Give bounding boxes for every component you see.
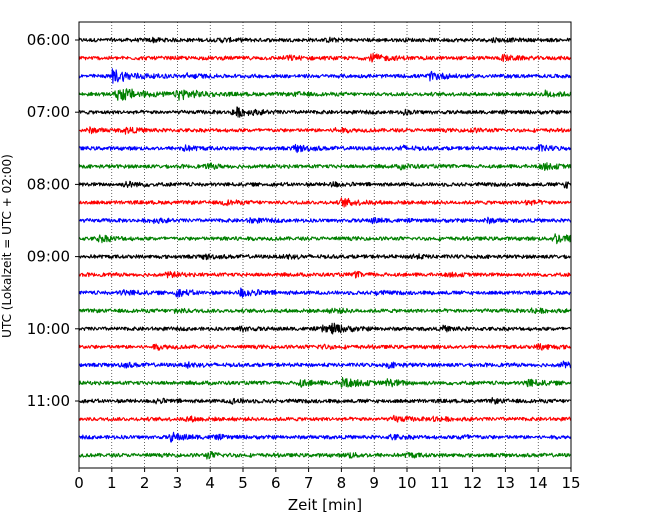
x-tick-label: 2 (140, 474, 150, 492)
x-tick-label: 6 (271, 474, 281, 492)
trace-0930 (78, 287, 572, 298)
seismic-traces (78, 36, 572, 460)
x-tick-label: 14 (529, 474, 548, 492)
trace-1000 (78, 322, 572, 335)
y-tick-label: 07:00 (27, 103, 70, 121)
x-tick-label: 12 (463, 474, 482, 492)
trace-0800 (78, 180, 572, 189)
x-tick-label: 15 (561, 474, 580, 492)
trace-0845 (78, 233, 572, 245)
trace-0600 (78, 36, 572, 44)
trace-0700 (78, 106, 572, 118)
trace-0745 (78, 162, 572, 171)
x-tick-label: 5 (238, 474, 248, 492)
trace-0645 (78, 88, 572, 101)
x-tick-label: 3 (173, 474, 183, 492)
plot-frame (78, 21, 572, 469)
y-tick-label: 11:00 (27, 392, 70, 410)
trace-0830 (78, 216, 572, 225)
y-axis-ticks: 06:00 07:00 08:00 09:00 10:00 11:00 (27, 31, 79, 410)
y-tick-label: 10:00 (27, 320, 70, 338)
trace-1145 (78, 451, 572, 460)
trace-1115 (78, 414, 572, 423)
trace-1015 (78, 343, 572, 351)
trace-0945 (78, 307, 572, 315)
trace-0715 (78, 126, 572, 135)
trace-0815 (78, 197, 572, 208)
x-tick-label: 0 (74, 474, 84, 492)
y-tick-label: 06:00 (27, 31, 70, 49)
trace-1100 (78, 396, 572, 405)
trace-0730 (78, 143, 572, 154)
trace-0630 (78, 68, 572, 84)
x-tick-label: 13 (496, 474, 515, 492)
x-tick-label: 11 (430, 474, 449, 492)
trace-1030 (78, 360, 572, 369)
x-tick-label: 10 (397, 474, 416, 492)
x-tick-label: 1 (107, 474, 117, 492)
y-tick-label: 08:00 (27, 175, 70, 193)
trace-0900 (78, 253, 572, 261)
trace-0915 (78, 270, 572, 279)
x-axis-ticks: 0 1 2 3 4 5 6 7 8 9 10 11 12 13 14 15 (74, 468, 581, 492)
x-tick-label: 8 (337, 474, 347, 492)
x-tick-label: 9 (369, 474, 379, 492)
vertical-grid (111, 22, 539, 468)
x-tick-label: 7 (304, 474, 314, 492)
trace-1130 (78, 431, 572, 443)
x-tick-label: 4 (205, 474, 215, 492)
trace-0615 (78, 52, 572, 63)
y-axis-label: UTC (Lokalzeit = UTC + 02:00) (0, 154, 14, 338)
x-axis-label: Zeit [min] (288, 496, 362, 514)
trace-1045 (78, 376, 572, 388)
y-tick-label: 09:00 (27, 248, 70, 266)
